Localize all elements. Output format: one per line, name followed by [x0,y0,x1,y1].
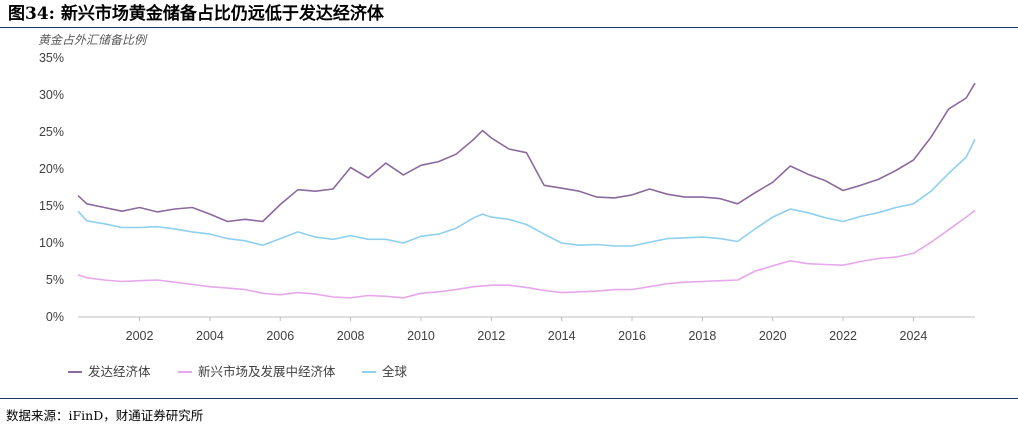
y-tick-label: 35% [39,51,64,65]
top-rule [0,27,1018,28]
legend-item-3: 全球 [362,364,408,379]
legend-label: 新兴市场及发展中经济体 [198,364,336,379]
x-tick-label: 2016 [618,329,646,343]
bottom-rule [0,398,1018,399]
x-tick-label: 2024 [900,329,928,343]
x-tick-label: 2004 [196,329,224,343]
y-axis-label: 黄金占外汇储备比例 [38,33,148,47]
x-tick-label: 2002 [126,329,154,343]
series-line-2 [77,209,976,299]
line-chart: 黄金占外汇储备比例 0%5%10%15%20%25%30%35% 2002 200… [38,33,976,379]
x-axis: 2002 2004 2006 2008 2010 2012 2014 2016 2018 2020… [78,316,975,343]
x-tick-label: 2022 [829,329,857,343]
legend-item-1: 发达经济体 [68,364,151,379]
source-note: 数据来源：iFinD，财通证券研究所 [6,408,204,423]
x-tick-label: 2014 [548,329,576,343]
x-tick-label: 2012 [477,329,505,343]
legend-label: 发达经济体 [88,364,151,379]
y-tick-label: 30% [39,88,64,102]
x-tick-label: 2018 [688,329,716,343]
y-tick-label: 0% [46,310,64,324]
y-tick-label: 10% [39,236,64,250]
y-axis: 0% 5% 10% 15% 20% 25% 30% 35% [39,51,64,324]
plot-area [77,82,976,299]
x-tick-label: 2006 [266,329,294,343]
x-tick-label: 2020 [759,329,787,343]
figure-title: 图34: 新兴市场黄金储备占比仍远低于发达经济体 [8,4,384,24]
series-line-1 [77,82,976,223]
y-tick-label: 20% [39,162,64,176]
y-tick-label: 15% [39,199,64,213]
legend-label: 全球 [382,364,408,379]
series-line-3 [77,139,976,247]
x-tick-label: 2008 [337,329,365,343]
y-tick-label: 5% [46,273,64,287]
legend: 发达经济体 新兴市场及发展中经济体 全球 [68,364,408,379]
legend-item-2: 新兴市场及发展中经济体 [178,364,336,379]
x-tick-label: 2010 [407,329,435,343]
y-tick-label: 25% [39,125,64,139]
